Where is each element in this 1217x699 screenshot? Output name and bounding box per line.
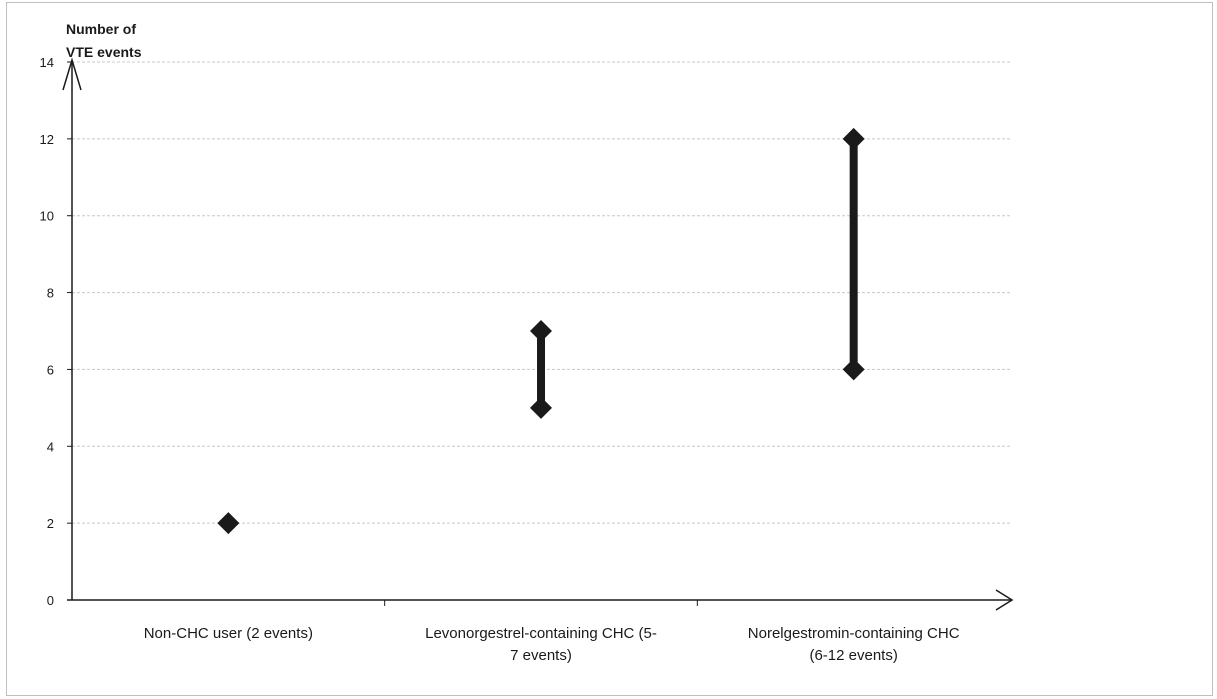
marker-3-min xyxy=(842,358,865,381)
x-category-labels: Non-CHC user (2 events) Levonorgestrel-co… xyxy=(144,625,960,664)
x-axis-arrow xyxy=(995,589,1014,611)
y-axis-label-line-1: Number of xyxy=(66,21,136,37)
x-category-label-1-line-1: Non-CHC user (2 events) xyxy=(144,625,313,642)
gridlines xyxy=(72,61,1010,524)
y-tick-label-2: 2 xyxy=(47,516,54,531)
y-axis-label-line-2: VTE events xyxy=(66,44,142,60)
x-category-label-2-line-1: Levonorgestrel-containing CHC (5- xyxy=(425,625,657,642)
y-tick-label-0: 0 xyxy=(47,593,54,608)
x-category-label-3-line-1: Norelgestromin-containing CHC xyxy=(748,625,960,642)
data-marks xyxy=(217,127,865,535)
axes xyxy=(62,57,1014,611)
x-category-label-2-line-2: 7 events) xyxy=(510,647,572,664)
x-category-label-3-line-2: (6-12 events) xyxy=(809,647,897,664)
y-tick-label-10: 10 xyxy=(40,209,54,224)
y-tick-label-14: 14 xyxy=(40,55,54,70)
y-axis-arrow xyxy=(62,57,82,91)
marker-3-max xyxy=(842,127,865,150)
y-tick-label-6: 6 xyxy=(47,362,54,377)
marker-1-max xyxy=(217,512,240,535)
y-tick-label-12: 12 xyxy=(40,132,54,147)
y-tick-label-8: 8 xyxy=(47,286,54,301)
y-tick-labels: 0 2 4 6 8 10 12 14 xyxy=(40,55,54,608)
chart-frame xyxy=(6,2,1213,696)
y-tick-label-4: 4 xyxy=(47,439,54,454)
marker-2-max xyxy=(530,320,552,342)
marker-2-min xyxy=(530,396,552,419)
